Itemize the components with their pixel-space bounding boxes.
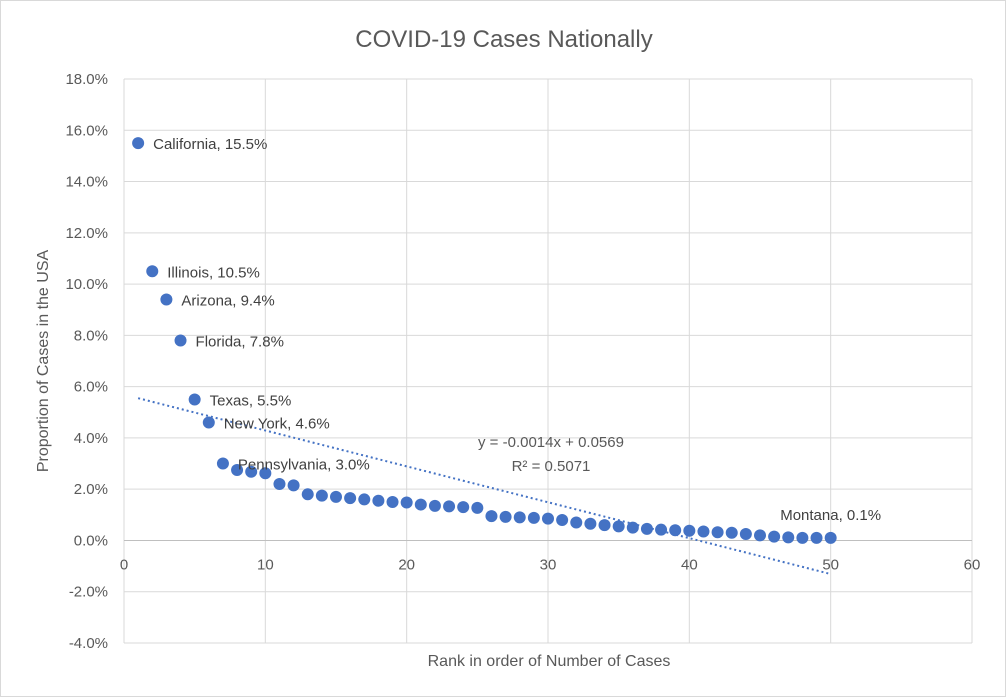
data-point <box>810 531 823 544</box>
data-point <box>640 522 653 535</box>
data-label: Pennsylvania, 3.0% <box>238 457 370 474</box>
data-point <box>556 513 569 526</box>
linear-trendline <box>137 397 831 576</box>
data-point <box>527 511 540 524</box>
data-point <box>457 501 470 514</box>
data-point <box>584 517 597 530</box>
data-point <box>471 501 484 514</box>
data-point <box>372 494 385 507</box>
data-label: Texas, 5.5% <box>210 392 292 409</box>
trendline-equation: y = -0.0014x + 0.0569 <box>478 434 624 451</box>
y-tick-label: 10.0% <box>65 276 108 293</box>
gridlines <box>123 78 973 644</box>
data-point <box>330 490 342 503</box>
data-labels: California, 15.5% Illinois, 10.5% Arizona,… <box>153 136 881 524</box>
data-point <box>358 493 371 506</box>
data-point <box>739 528 752 541</box>
data-label: Montana, 0.1% <box>780 507 881 524</box>
chart-title: COVID-19 Cases Nationally <box>355 26 652 53</box>
data-point <box>344 492 357 505</box>
data-point <box>202 416 215 429</box>
data-point <box>612 520 625 533</box>
data-point <box>315 489 328 502</box>
data-point <box>499 510 512 523</box>
data-point <box>273 478 286 491</box>
data-point <box>598 519 611 532</box>
data-label: New York, 4.6% <box>224 416 330 433</box>
x-tick-label: 50 <box>822 556 839 573</box>
data-point <box>626 521 639 534</box>
data-label: Florida, 7.8% <box>196 333 284 350</box>
y-axis-title: Proportion of Cases in the USA <box>35 250 52 473</box>
data-point <box>542 512 554 525</box>
y-tick-label: 0.0% <box>74 532 108 549</box>
x-tick-label: 0 <box>120 556 128 573</box>
y-tick-label: 18.0% <box>65 71 108 88</box>
y-tick-label: 4.0% <box>74 430 108 447</box>
data-point <box>216 457 229 470</box>
data-point <box>231 463 244 476</box>
data-point <box>160 293 173 306</box>
data-point <box>683 524 696 537</box>
data-point <box>697 525 710 538</box>
data-point <box>485 510 498 523</box>
data-point <box>287 479 300 492</box>
trendline <box>137 397 831 576</box>
y-tick-label: 6.0% <box>74 379 108 396</box>
x-axis-ticks: 0 10 20 30 40 50 60 <box>120 556 981 573</box>
y-tick-label: 2.0% <box>74 481 108 498</box>
x-tick-label: 60 <box>964 556 981 573</box>
data-point <box>414 498 427 511</box>
y-tick-label: 8.0% <box>74 327 108 344</box>
data-label: California, 15.5% <box>153 136 267 153</box>
data-label: Illinois, 10.5% <box>167 264 260 281</box>
data-point <box>146 265 159 278</box>
x-tick-label: 40 <box>681 556 698 573</box>
data-points <box>132 137 837 544</box>
data-point <box>754 529 766 542</box>
data-point <box>669 524 682 537</box>
data-point <box>570 516 583 529</box>
trendline-r-squared: R² = 0.5071 <box>512 458 591 475</box>
y-tick-label: -4.0% <box>69 635 108 652</box>
y-tick-label: 16.0% <box>65 122 108 139</box>
data-point <box>443 500 456 513</box>
data-point <box>725 526 738 539</box>
data-point <box>174 334 187 347</box>
y-tick-label: 12.0% <box>65 225 108 242</box>
x-axis-title: Rank in order of Number of Cases <box>428 653 671 670</box>
y-axis-ticks: -4.0% -2.0% 0.0% 2.0% 4.0% 6.0% 8.0% 10.0% 12.0%… <box>65 71 108 652</box>
x-tick-label: 20 <box>398 556 415 573</box>
data-point <box>768 530 781 543</box>
y-tick-label: 14.0% <box>65 174 108 191</box>
data-point <box>301 488 314 501</box>
data-label: Arizona, 9.4% <box>181 292 274 309</box>
data-point <box>259 467 272 480</box>
data-point <box>132 137 145 150</box>
data-point <box>655 523 668 536</box>
data-point <box>796 531 809 544</box>
data-point <box>428 499 441 512</box>
data-point <box>188 393 201 406</box>
data-point <box>513 511 526 524</box>
data-point <box>711 526 724 539</box>
x-tick-label: 10 <box>257 556 274 573</box>
data-point <box>386 496 399 508</box>
data-point <box>400 496 413 509</box>
data-point <box>782 531 795 544</box>
x-tick-label: 30 <box>540 556 557 573</box>
data-point <box>824 531 837 544</box>
data-point <box>245 465 258 478</box>
y-tick-label: -2.0% <box>69 584 108 601</box>
